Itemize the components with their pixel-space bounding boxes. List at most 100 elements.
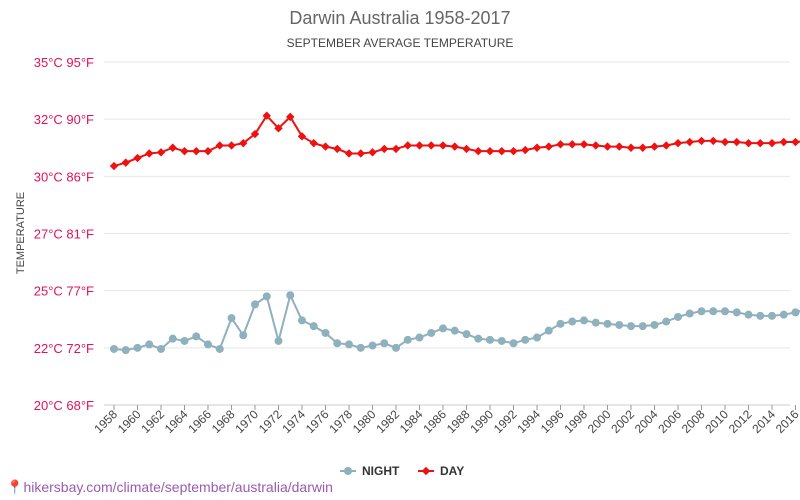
night-point[interactable] [168, 334, 177, 343]
day-point[interactable] [497, 146, 506, 156]
night-point[interactable] [415, 333, 424, 342]
night-point[interactable] [580, 316, 588, 325]
night-point[interactable] [662, 317, 671, 326]
night-point[interactable] [345, 340, 353, 349]
day-point[interactable] [474, 146, 483, 156]
day-point[interactable] [192, 146, 201, 156]
night-point[interactable] [157, 344, 165, 353]
night-point[interactable] [521, 335, 530, 344]
night-point[interactable] [403, 335, 412, 344]
night-point[interactable] [732, 308, 741, 317]
day-point[interactable] [544, 142, 553, 151]
night-point[interactable] [286, 291, 295, 300]
day-point[interactable] [732, 137, 741, 147]
night-point[interactable] [227, 314, 236, 323]
night-point[interactable] [239, 331, 248, 340]
day-point[interactable] [215, 141, 224, 150]
night-point[interactable] [627, 322, 635, 331]
night-point[interactable] [380, 339, 389, 348]
day-point[interactable] [133, 153, 142, 163]
night-point[interactable] [603, 319, 612, 328]
night-point[interactable] [697, 307, 706, 316]
night-point[interactable] [650, 320, 659, 329]
day-point[interactable] [638, 143, 647, 152]
day-point[interactable] [156, 148, 166, 157]
night-point[interactable] [356, 343, 365, 352]
day-point[interactable] [509, 146, 518, 156]
day-point[interactable] [297, 132, 307, 141]
day-point[interactable] [662, 141, 671, 150]
night-point[interactable] [180, 336, 189, 345]
legend-item-day[interactable]: DAY [418, 464, 464, 478]
night-point[interactable] [298, 316, 306, 325]
night-point[interactable] [309, 322, 318, 331]
day-point[interactable] [391, 144, 401, 154]
day-point[interactable] [462, 144, 471, 154]
night-point[interactable] [509, 339, 518, 348]
day-point[interactable] [556, 140, 565, 149]
day-point[interactable] [720, 137, 730, 147]
night-point[interactable] [262, 292, 271, 301]
day-point[interactable] [145, 149, 154, 158]
night-point[interactable] [145, 340, 154, 349]
day-point[interactable] [309, 138, 318, 148]
night-point[interactable] [674, 312, 682, 321]
day-point[interactable] [344, 149, 354, 158]
day-point[interactable] [239, 138, 248, 148]
day-point[interactable] [227, 141, 236, 150]
day-point[interactable] [532, 143, 542, 152]
night-point[interactable] [368, 341, 377, 350]
day-point[interactable] [579, 140, 589, 149]
night-point[interactable] [439, 324, 447, 333]
day-point[interactable] [756, 138, 765, 148]
day-point[interactable] [791, 137, 800, 147]
night-point[interactable] [568, 317, 577, 326]
night-point[interactable] [215, 344, 224, 353]
night-point[interactable] [110, 344, 118, 353]
night-point[interactable] [768, 311, 776, 320]
night-point[interactable] [133, 343, 142, 352]
night-point[interactable] [638, 322, 647, 331]
day-point[interactable] [203, 146, 213, 156]
night-point[interactable] [779, 310, 788, 319]
night-point[interactable] [497, 336, 506, 345]
night-point[interactable] [744, 310, 753, 319]
night-point[interactable] [556, 319, 565, 328]
day-point[interactable] [603, 142, 612, 151]
day-point[interactable] [485, 146, 495, 156]
night-point[interactable] [721, 307, 729, 316]
night-point[interactable] [474, 334, 483, 343]
day-point[interactable] [568, 140, 577, 149]
night-point[interactable] [392, 343, 400, 352]
day-point[interactable] [650, 142, 659, 151]
day-point[interactable] [403, 141, 412, 150]
day-point[interactable] [168, 143, 177, 152]
day-point[interactable] [673, 138, 683, 148]
day-point[interactable] [356, 149, 365, 158]
day-point[interactable] [744, 138, 753, 148]
day-point[interactable] [709, 136, 718, 146]
day-point[interactable] [450, 142, 459, 151]
day-point[interactable] [286, 112, 295, 122]
day-point[interactable] [767, 138, 777, 148]
day-point[interactable] [368, 148, 377, 157]
footer-link[interactable]: 📍hikersbay.com/climate/september/austral… [6, 479, 333, 496]
night-point[interactable] [533, 333, 541, 342]
night-point[interactable] [615, 320, 624, 329]
day-point[interactable] [779, 137, 788, 147]
legend[interactable]: NIGHT DAY [340, 464, 464, 478]
day-point[interactable] [615, 142, 624, 151]
night-point[interactable] [462, 330, 471, 339]
night-point[interactable] [121, 346, 130, 355]
night-point[interactable] [591, 318, 600, 327]
night-point[interactable] [685, 309, 694, 318]
day-point[interactable] [626, 143, 636, 152]
day-point[interactable] [321, 142, 330, 151]
night-point[interactable] [791, 308, 800, 317]
night-point[interactable] [274, 336, 283, 345]
legend-item-night[interactable]: NIGHT [340, 464, 400, 478]
night-point[interactable] [251, 300, 259, 309]
day-point[interactable] [109, 161, 119, 171]
night-point[interactable] [321, 328, 330, 337]
day-point[interactable] [121, 158, 130, 167]
